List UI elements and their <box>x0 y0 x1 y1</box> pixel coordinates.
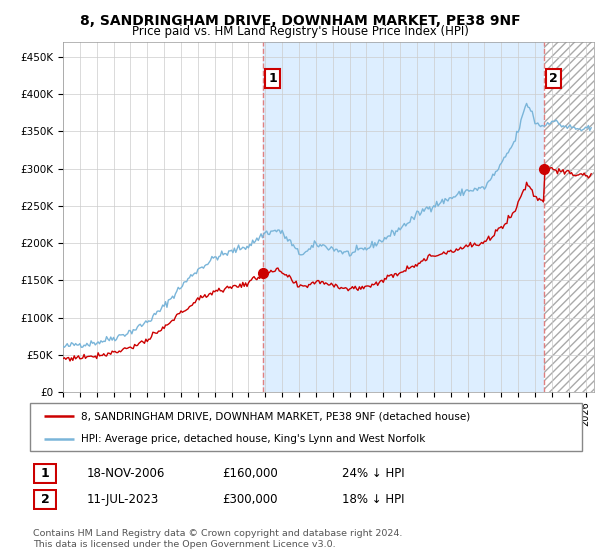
Text: 18% ↓ HPI: 18% ↓ HPI <box>342 493 404 506</box>
Text: Contains HM Land Registry data © Crown copyright and database right 2024.
This d: Contains HM Land Registry data © Crown c… <box>33 529 403 549</box>
Text: 8, SANDRINGHAM DRIVE, DOWNHAM MARKET, PE38 9NF: 8, SANDRINGHAM DRIVE, DOWNHAM MARKET, PE… <box>80 14 520 28</box>
Text: 18-NOV-2006: 18-NOV-2006 <box>87 466 166 480</box>
Text: Price paid vs. HM Land Registry's House Price Index (HPI): Price paid vs. HM Land Registry's House … <box>131 25 469 38</box>
Text: 1: 1 <box>41 466 49 480</box>
Bar <box>263 42 544 392</box>
Bar <box>544 42 594 392</box>
Text: 8, SANDRINGHAM DRIVE, DOWNHAM MARKET, PE38 9NF (detached house): 8, SANDRINGHAM DRIVE, DOWNHAM MARKET, PE… <box>81 411 470 421</box>
Text: 24% ↓ HPI: 24% ↓ HPI <box>342 466 404 480</box>
Text: 2: 2 <box>41 493 49 506</box>
Text: 11-JUL-2023: 11-JUL-2023 <box>87 493 159 506</box>
Text: 2: 2 <box>549 72 558 85</box>
Text: £300,000: £300,000 <box>222 493 277 506</box>
Text: HPI: Average price, detached house, King's Lynn and West Norfolk: HPI: Average price, detached house, King… <box>81 434 425 444</box>
Text: £160,000: £160,000 <box>222 466 278 480</box>
Text: 1: 1 <box>268 72 277 85</box>
